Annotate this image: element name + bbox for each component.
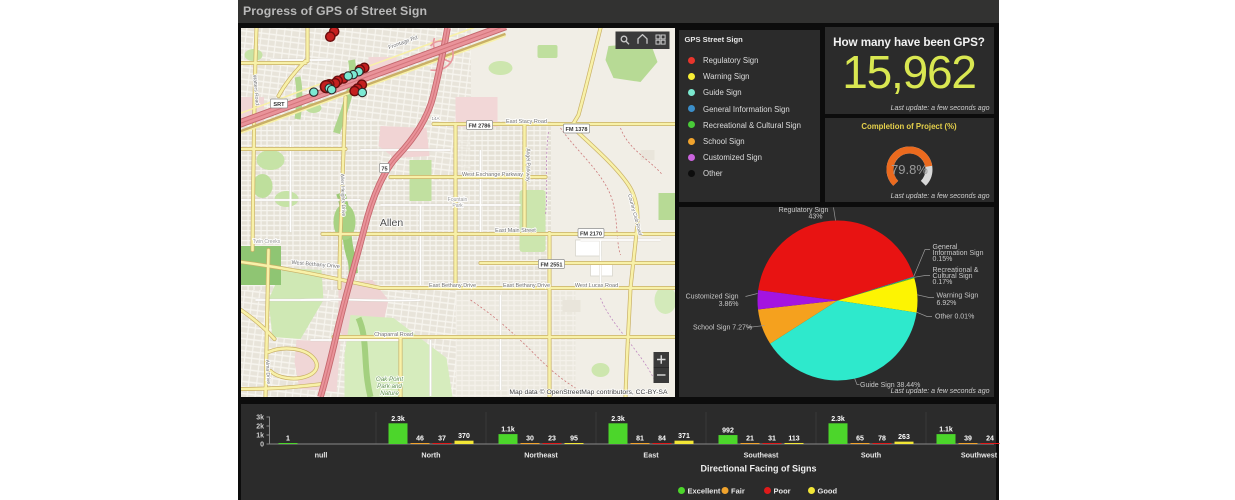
svg-text:0: 0 bbox=[260, 441, 264, 448]
svg-text:Allen: Allen bbox=[379, 217, 403, 229]
svg-text:East: East bbox=[643, 450, 659, 459]
svg-text:Excellent: Excellent bbox=[687, 486, 720, 495]
svg-text:Directional Facing of Signs: Directional Facing of Signs bbox=[700, 463, 816, 473]
svg-text:Recreational &: Recreational & bbox=[932, 267, 978, 274]
svg-text:3.86%: 3.86% bbox=[718, 301, 738, 308]
svg-text:3k: 3k bbox=[256, 414, 264, 421]
svg-text:Nature: Nature bbox=[380, 390, 399, 397]
svg-text:6.92%: 6.92% bbox=[936, 300, 956, 307]
svg-text:113: 113 bbox=[788, 435, 799, 442]
svg-text:46: 46 bbox=[416, 435, 424, 442]
svg-text:Watters Road: Watters Road bbox=[251, 75, 260, 106]
svg-text:75: 75 bbox=[381, 166, 387, 172]
svg-text:37: 37 bbox=[438, 435, 446, 442]
svg-text:2.3k: 2.3k bbox=[831, 415, 845, 422]
svg-text:Southwest: Southwest bbox=[960, 450, 997, 459]
svg-text:Alma Drive: Alma Drive bbox=[263, 360, 270, 385]
svg-text:East Stacy Road: East Stacy Road bbox=[506, 119, 547, 125]
svg-text:North: North bbox=[421, 450, 440, 459]
svg-text:East Main Street: East Main Street bbox=[495, 228, 536, 234]
svg-text:84: 84 bbox=[658, 435, 666, 442]
svg-text:31: 31 bbox=[768, 435, 776, 442]
svg-text:SRT: SRT bbox=[273, 102, 285, 108]
svg-text:1k: 1k bbox=[256, 432, 264, 439]
svg-text:null: null bbox=[314, 450, 327, 459]
svg-text:FM 1378: FM 1378 bbox=[565, 127, 587, 133]
svg-text:West Exchange Parkway: West Exchange Parkway bbox=[461, 172, 522, 178]
svg-text:1: 1 bbox=[286, 435, 290, 442]
svg-text:Warning Sign: Warning Sign bbox=[936, 292, 978, 299]
svg-text:West Bethany Drive: West Bethany Drive bbox=[291, 260, 340, 270]
svg-text:South: South bbox=[860, 450, 880, 459]
svg-text:23: 23 bbox=[548, 435, 556, 442]
svg-text:Other 0.01%: Other 0.01% bbox=[935, 313, 974, 320]
svg-text:East Bethany Drive: East Bethany Drive bbox=[502, 283, 549, 289]
svg-text:371: 371 bbox=[678, 433, 690, 440]
svg-text:Chaparral Road: Chaparral Road bbox=[374, 332, 413, 338]
svg-text:Guide Sign 38.44%: Guide Sign 38.44% bbox=[860, 382, 920, 389]
svg-text:Cultural Sign: Cultural Sign bbox=[932, 273, 972, 280]
svg-text:School Sign 7.27%: School Sign 7.27% bbox=[693, 324, 752, 331]
svg-text:West Lucas Road: West Lucas Road bbox=[574, 283, 617, 289]
svg-text:Good: Good bbox=[817, 486, 837, 495]
svg-text:39: 39 bbox=[964, 435, 972, 442]
svg-text:FM 2786: FM 2786 bbox=[468, 123, 490, 129]
svg-text:95: 95 bbox=[570, 435, 578, 442]
svg-text:FM 2551: FM 2551 bbox=[540, 262, 562, 268]
svg-text:0.15%: 0.15% bbox=[932, 256, 952, 263]
svg-text:43%: 43% bbox=[808, 213, 822, 220]
svg-text:Information Sign: Information Sign bbox=[932, 250, 983, 257]
svg-text:Park: Park bbox=[452, 203, 463, 209]
svg-text:24: 24 bbox=[986, 435, 994, 442]
svg-text:Angel Parkway: Angel Parkway bbox=[524, 148, 530, 182]
svg-text:Poor: Poor bbox=[773, 486, 790, 495]
svg-text:East Bethany Drive: East Bethany Drive bbox=[428, 283, 475, 289]
svg-text:Oak Point: Oak Point bbox=[375, 376, 402, 383]
svg-text:1.1k: 1.1k bbox=[501, 426, 515, 433]
svg-text:21: 21 bbox=[746, 435, 754, 442]
svg-text:79.8%: 79.8% bbox=[891, 162, 928, 177]
svg-text:Fair: Fair bbox=[731, 486, 745, 495]
svg-text:Customized Sign: Customized Sign bbox=[685, 293, 738, 300]
svg-text:1.1k: 1.1k bbox=[939, 426, 953, 433]
svg-text:Park and: Park and bbox=[377, 383, 402, 390]
svg-text:65: 65 bbox=[856, 435, 864, 442]
svg-text:2.3k: 2.3k bbox=[391, 415, 405, 422]
svg-text:Twin Creeks: Twin Creeks bbox=[252, 239, 280, 245]
svg-text:370: 370 bbox=[458, 433, 470, 440]
svg-text:Regulatory Sign: Regulatory Sign bbox=[778, 207, 828, 214]
svg-text:30: 30 bbox=[526, 435, 534, 442]
svg-text:FM 2170: FM 2170 bbox=[579, 231, 601, 237]
svg-text:81: 81 bbox=[636, 435, 644, 442]
svg-text:Southeast: Southeast bbox=[743, 450, 778, 459]
svg-text:0.17%: 0.17% bbox=[932, 279, 952, 286]
svg-text:Map data © OpenStreetMap contr: Map data © OpenStreetMap contributors, C… bbox=[509, 388, 668, 396]
svg-text:Allen Heights Drive: Allen Heights Drive bbox=[338, 174, 345, 217]
svg-text:2k: 2k bbox=[256, 423, 264, 430]
svg-text:2.3k: 2.3k bbox=[611, 415, 625, 422]
svg-text:992: 992 bbox=[722, 427, 734, 434]
svg-text:263: 263 bbox=[898, 434, 910, 441]
svg-text:Fountain: Fountain bbox=[447, 197, 467, 203]
svg-text:General: General bbox=[932, 244, 957, 251]
svg-text:14A: 14A bbox=[431, 116, 439, 121]
svg-text:78: 78 bbox=[878, 435, 886, 442]
svg-text:Northeast: Northeast bbox=[524, 450, 558, 459]
